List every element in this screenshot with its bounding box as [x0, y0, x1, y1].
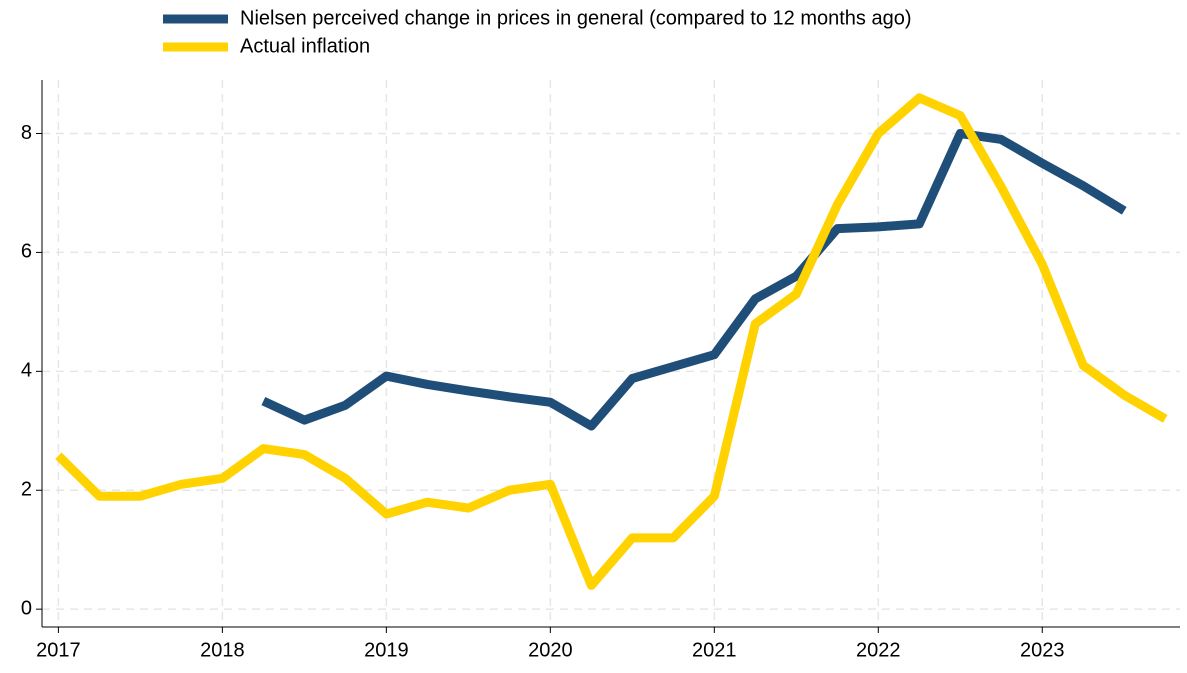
y-tick-label: 2	[21, 479, 32, 501]
line	[261, 129, 1127, 431]
x-tick-label: 2021	[692, 639, 737, 661]
x-tick-label: 2019	[364, 639, 409, 661]
x-tick-label: 2022	[856, 639, 901, 661]
x-tick-label: 2018	[200, 639, 245, 661]
legend-label: Nielsen perceived change in prices in ge…	[240, 7, 912, 29]
x-tick-label: 2023	[1020, 639, 1065, 661]
x-tick-label: 2020	[528, 639, 573, 661]
y-tick-label: 4	[21, 360, 32, 382]
line	[55, 93, 1168, 590]
y-tick-label: 0	[21, 597, 32, 619]
x-tick-label: 2017	[36, 639, 81, 661]
y-tick-label: 8	[21, 122, 32, 144]
legend-label: Actual inflation	[240, 35, 370, 57]
y-tick-label: 6	[21, 241, 32, 263]
